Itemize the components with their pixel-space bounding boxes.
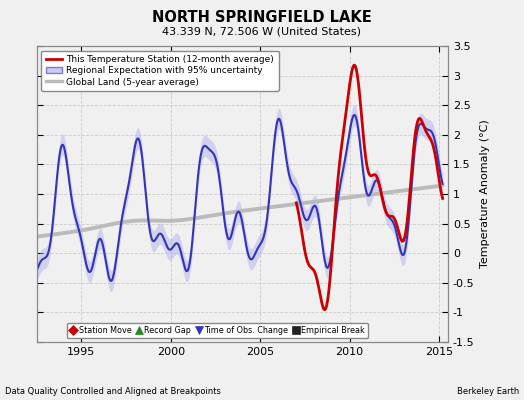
Text: Berkeley Earth: Berkeley Earth	[456, 387, 519, 396]
Text: NORTH SPRINGFIELD LAKE: NORTH SPRINGFIELD LAKE	[152, 10, 372, 25]
Text: 43.339 N, 72.506 W (United States): 43.339 N, 72.506 W (United States)	[162, 26, 362, 36]
Y-axis label: Temperature Anomaly (°C): Temperature Anomaly (°C)	[480, 120, 490, 268]
Text: Data Quality Controlled and Aligned at Breakpoints: Data Quality Controlled and Aligned at B…	[5, 387, 221, 396]
Legend: Station Move, Record Gap, Time of Obs. Change, Empirical Break: Station Move, Record Gap, Time of Obs. C…	[68, 323, 368, 338]
